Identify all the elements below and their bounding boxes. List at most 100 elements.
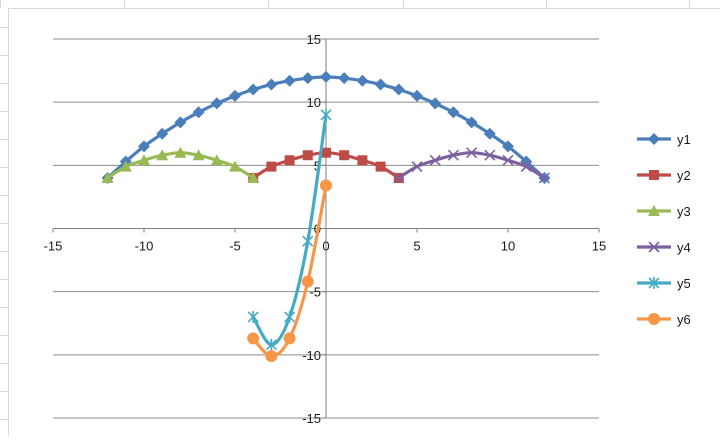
series-layer	[101, 70, 551, 363]
series-y5	[247, 108, 332, 351]
data-point-y2	[321, 147, 331, 158]
x-tick-label: -15	[44, 239, 63, 254]
data-point-y1	[301, 72, 314, 85]
data-point-y1	[502, 140, 514, 153]
data-point-y6	[247, 332, 260, 345]
data-point-y1	[192, 106, 205, 119]
y-tick-label: 5	[314, 158, 321, 173]
y-tick-label: -5	[309, 285, 321, 300]
legend-label-y1: y1	[677, 132, 691, 147]
data-point-y4	[484, 149, 496, 161]
data-point-y4	[502, 154, 514, 166]
data-point-y3	[210, 154, 223, 166]
data-point-y1	[229, 89, 241, 102]
data-point-y1	[283, 74, 296, 87]
legend-marker-y2	[649, 170, 659, 180]
legend[interactable]: y1 y2 y3 y4 y5 y6	[637, 132, 691, 327]
chart-area[interactable]: -15 -10 -5 0 5 10 15 15 10 5 0 -5 -10 -15 y1 y2 y3 y4 y5 y…	[8, 8, 720, 436]
data-point-y5	[320, 108, 332, 121]
data-point-y1	[338, 72, 351, 85]
y-tick-label: 10	[307, 95, 321, 110]
data-point-y3	[174, 146, 187, 158]
data-point-y6	[301, 275, 314, 288]
data-point-y2	[266, 161, 277, 172]
data-point-y1	[392, 83, 405, 96]
legend-item-y4: y4	[637, 240, 691, 255]
data-point-y4	[411, 161, 423, 173]
x-tick-label: 0	[322, 239, 329, 254]
data-point-y2	[375, 161, 386, 172]
x-tick-label: 10	[501, 239, 515, 254]
data-point-y1	[265, 78, 278, 91]
legend-label-y3: y3	[677, 204, 691, 219]
data-point-y2	[339, 150, 350, 161]
data-point-y1	[429, 97, 442, 110]
data-point-y4	[447, 149, 459, 161]
data-point-y1	[156, 127, 169, 140]
legend-label-y4: y4	[677, 240, 691, 255]
data-point-y4	[538, 172, 550, 184]
data-point-y3	[156, 149, 169, 161]
data-point-y3	[138, 154, 150, 166]
data-point-y1	[356, 74, 369, 87]
legend-marker-y3	[648, 205, 660, 216]
data-point-y3	[192, 149, 205, 161]
y-tick-label: -10	[302, 348, 321, 363]
y-tick-label: 15	[307, 32, 321, 47]
data-point-y3	[101, 171, 114, 183]
data-point-y2	[302, 150, 313, 161]
data-point-y1	[174, 116, 187, 129]
data-point-y6	[320, 179, 332, 192]
data-point-y2	[284, 155, 295, 166]
data-point-y2	[357, 155, 368, 166]
data-point-y5	[302, 235, 314, 248]
data-point-y1	[320, 70, 332, 83]
data-point-y4	[429, 154, 441, 166]
data-point-y4	[393, 172, 405, 184]
data-point-y1	[210, 97, 223, 110]
data-point-y4	[520, 161, 532, 173]
data-point-y5	[247, 310, 259, 323]
x-tick-label: -10	[135, 239, 154, 254]
y-tick-label: -15	[302, 411, 321, 426]
data-point-y3	[119, 160, 132, 172]
series-y4	[393, 147, 550, 184]
data-point-y6	[283, 332, 296, 345]
legend-marker-y4	[648, 241, 660, 253]
data-point-y3	[229, 160, 241, 172]
legend-item-y1: y1	[637, 132, 691, 147]
data-point-y1	[411, 89, 423, 102]
series-y6	[247, 179, 332, 363]
data-point-y5	[265, 338, 277, 351]
data-point-y1	[247, 83, 260, 96]
data-point-y1	[483, 127, 496, 140]
legend-marker-y1	[648, 133, 660, 145]
data-point-y4	[466, 147, 478, 159]
series-line-y6	[251, 183, 328, 358]
series-line-y5	[251, 113, 328, 347]
series-y3	[101, 146, 260, 183]
legend-label-y5: y5	[677, 276, 691, 291]
legend-item-y2: y2	[637, 168, 691, 183]
data-point-y6	[265, 350, 278, 363]
data-point-y1	[465, 116, 478, 129]
legend-item-y6: y6	[637, 312, 691, 327]
legend-label-y6: y6	[677, 312, 691, 327]
legend-item-y3: y3	[637, 204, 691, 219]
x-tick-label: 5	[413, 239, 420, 254]
x-tick-label: 15	[592, 239, 606, 254]
data-point-y1	[374, 78, 387, 91]
data-point-y3	[247, 171, 260, 183]
data-point-y5	[284, 310, 296, 323]
legend-label-y2: y2	[677, 168, 691, 183]
legend-marker-y5	[648, 277, 660, 289]
x-tick-label: -5	[229, 239, 241, 254]
legend-item-y5: y5	[637, 276, 691, 291]
legend-marker-y6	[648, 313, 660, 325]
data-point-y1	[447, 106, 460, 119]
data-point-y1	[138, 140, 150, 153]
